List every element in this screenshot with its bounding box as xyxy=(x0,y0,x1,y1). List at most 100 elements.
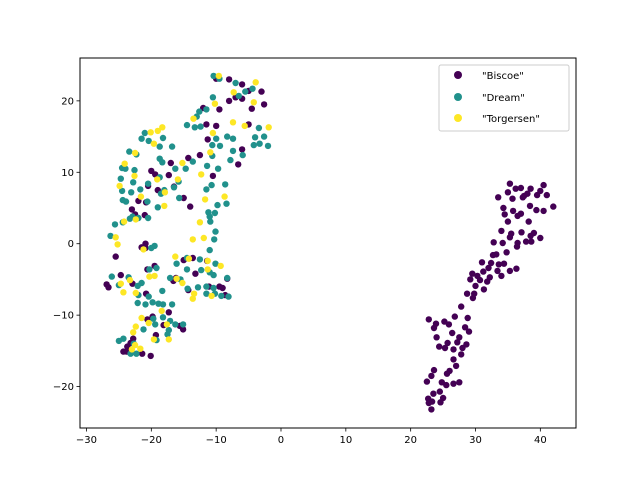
point-dream xyxy=(206,246,213,254)
point-biscoe xyxy=(480,286,488,293)
point-biscoe xyxy=(117,271,125,279)
point-torgersen xyxy=(151,272,158,280)
point-dream xyxy=(172,165,179,172)
plot-frame xyxy=(79,57,577,429)
point-dream xyxy=(249,85,256,92)
point-dream xyxy=(118,187,126,195)
point-torgersen xyxy=(158,307,165,315)
point-biscoe xyxy=(430,324,438,332)
point-torgersen xyxy=(114,241,121,248)
point-dream xyxy=(256,140,263,147)
point-biscoe xyxy=(458,351,465,358)
point-biscoe xyxy=(454,339,461,346)
x-tick-label: 40 xyxy=(534,435,547,446)
point-dream xyxy=(184,285,191,292)
point-biscoe xyxy=(487,259,495,267)
point-dream xyxy=(189,158,196,165)
point-dream xyxy=(209,94,217,101)
point-biscoe xyxy=(495,194,502,201)
legend-label-dream: "Dream" xyxy=(482,93,525,104)
point-torgersen xyxy=(137,345,144,352)
point-torgersen xyxy=(120,218,128,225)
point-biscoe xyxy=(428,372,435,380)
point-biscoe xyxy=(456,379,463,386)
point-dream xyxy=(197,123,204,130)
point-dream xyxy=(198,266,205,274)
point-dream xyxy=(211,209,219,217)
point-biscoe xyxy=(167,159,174,167)
point-biscoe xyxy=(509,207,517,215)
point-dream xyxy=(222,181,229,188)
point-dream xyxy=(164,331,171,338)
point-dream xyxy=(183,266,191,273)
point-dream xyxy=(137,186,144,193)
point-biscoe xyxy=(522,238,530,245)
legend-marker-dream xyxy=(454,93,462,101)
axes-layer: −30 −20 −10 0 10 20 30 40 −20 −10 0 10 20 xyxy=(53,57,577,446)
point-dream xyxy=(149,299,156,306)
point-dream xyxy=(183,121,191,129)
point-dream xyxy=(242,88,249,95)
point-biscoe xyxy=(180,194,187,202)
point-torgersen xyxy=(189,295,196,302)
point-dream xyxy=(150,315,157,322)
point-biscoe xyxy=(203,121,210,128)
points-layer xyxy=(103,72,557,413)
point-dream xyxy=(122,198,130,205)
point-torgersen xyxy=(229,119,237,126)
point-dream xyxy=(207,218,214,225)
legend-label-biscoe: "Biscoe" xyxy=(482,71,524,82)
point-biscoe xyxy=(441,344,449,352)
point-torgersen xyxy=(121,160,128,167)
point-biscoe xyxy=(500,204,507,212)
point-torgersen xyxy=(265,124,272,131)
point-torgersen xyxy=(211,100,219,107)
point-biscoe xyxy=(506,234,514,241)
point-torgersen xyxy=(147,129,154,136)
point-biscoe xyxy=(494,267,501,275)
point-torgersen xyxy=(221,193,228,200)
point-biscoe xyxy=(506,267,514,275)
point-torgersen xyxy=(190,290,198,297)
point-biscoe xyxy=(472,282,479,290)
point-dream xyxy=(210,284,217,292)
point-torgersen xyxy=(215,72,222,80)
point-torgersen xyxy=(150,140,158,147)
point-dream xyxy=(131,166,138,174)
point-dream xyxy=(168,301,176,308)
point-dream xyxy=(126,215,134,222)
y-tick-label: −10 xyxy=(53,311,74,322)
point-torgersen xyxy=(126,276,134,284)
point-dream xyxy=(227,156,234,164)
point-dream xyxy=(209,141,216,149)
point-biscoe xyxy=(238,146,246,153)
point-biscoe xyxy=(543,191,550,199)
point-torgersen xyxy=(173,275,180,282)
y-tick-label: 10 xyxy=(61,168,74,179)
point-biscoe xyxy=(518,229,525,236)
point-biscoe xyxy=(509,195,516,202)
point-dream xyxy=(250,141,257,149)
point-biscoe xyxy=(498,227,505,235)
point-torgersen xyxy=(138,314,145,322)
point-torgersen xyxy=(132,323,139,330)
point-biscoe xyxy=(209,172,217,180)
point-dream xyxy=(203,186,210,193)
point-torgersen xyxy=(200,234,207,242)
point-torgersen xyxy=(201,196,209,203)
point-biscoe xyxy=(433,334,440,341)
point-biscoe xyxy=(503,249,510,256)
point-torgersen xyxy=(112,234,119,241)
point-dream xyxy=(159,159,166,166)
point-biscoe xyxy=(428,406,435,413)
point-torgersen xyxy=(163,321,171,328)
point-torgersen xyxy=(207,149,214,156)
point-biscoe xyxy=(506,180,514,187)
point-dream xyxy=(255,124,263,132)
point-dream xyxy=(107,232,114,240)
point-dream xyxy=(138,135,145,142)
point-dream xyxy=(264,142,272,150)
point-biscoe xyxy=(504,218,512,225)
point-biscoe xyxy=(179,326,187,333)
point-dream xyxy=(172,321,179,328)
